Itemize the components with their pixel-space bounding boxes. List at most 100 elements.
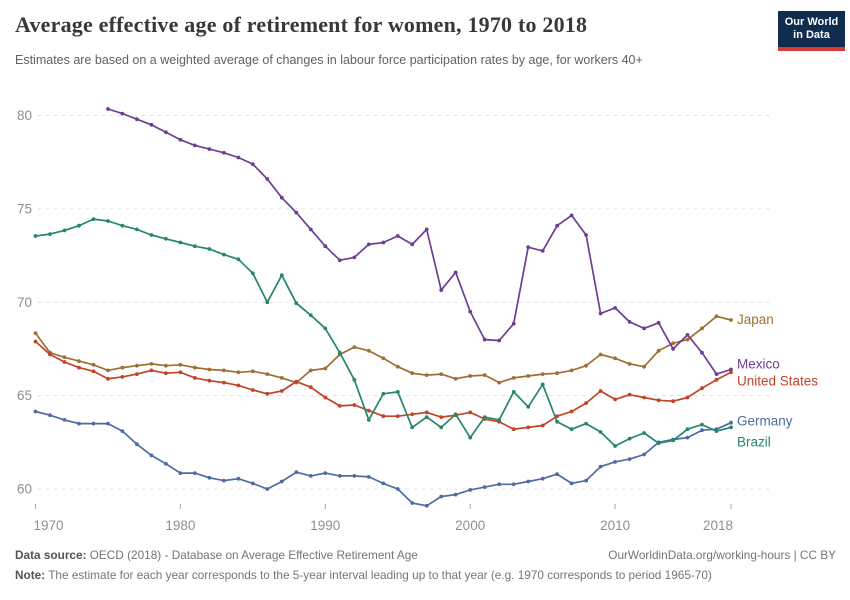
series-point-germany <box>207 475 212 480</box>
series-point-japan <box>381 356 386 361</box>
owid-credit-link[interactable]: OurWorldinData.org/working-hours | CC BY <box>608 548 836 562</box>
series-point-mexico <box>265 177 270 181</box>
series-point-mexico <box>294 210 299 215</box>
series-point-brazil <box>48 232 52 237</box>
series-point-brazil <box>33 234 38 238</box>
series-label-united-states: United States <box>737 373 818 388</box>
series-point-germany <box>120 429 125 433</box>
series-point-mexico <box>526 245 531 250</box>
series-point-germany <box>685 435 690 440</box>
series-point-japan <box>106 368 110 373</box>
series-point-brazil <box>511 390 516 394</box>
series-point-united-states <box>106 376 110 381</box>
series-point-germany <box>352 474 357 478</box>
series-point-brazil <box>337 350 342 355</box>
owid-logo: Our World in Data <box>778 11 845 51</box>
series-point-brazil <box>323 326 328 331</box>
series-point-germany <box>366 475 371 479</box>
series-point-germany <box>569 481 574 486</box>
series-point-united-states <box>366 408 371 413</box>
owid-logo-line2: in Data <box>793 29 830 41</box>
y-axis-label-80: 80 <box>17 108 32 123</box>
series-point-japan <box>91 362 96 367</box>
series-line-germany <box>34 410 732 507</box>
series-point-united-states <box>77 365 81 370</box>
series-point-brazil <box>352 377 357 382</box>
series-point-japan <box>569 368 574 373</box>
series-point-japan <box>729 318 733 322</box>
series-point-united-states <box>584 401 588 405</box>
series-point-japan <box>308 368 313 373</box>
series-point-brazil <box>584 421 588 426</box>
series-point-united-states <box>613 397 617 402</box>
series-point-japan <box>584 363 588 368</box>
x-axis-label-1990: 1990 <box>310 518 340 533</box>
series-point-united-states <box>671 399 675 404</box>
y-axis-label-75: 75 <box>17 201 32 216</box>
series-point-united-states <box>91 369 96 374</box>
series-label-japan: Japan <box>737 312 774 327</box>
series-point-japan <box>250 369 255 374</box>
series-point-japan <box>207 367 212 372</box>
series-point-brazil <box>91 217 96 222</box>
series-point-germany <box>729 420 733 425</box>
series-point-japan <box>352 345 357 349</box>
series-point-brazil <box>250 271 255 276</box>
series-point-brazil <box>193 244 197 249</box>
series-point-mexico <box>497 338 502 343</box>
series-point-mexico <box>656 320 661 325</box>
series-point-brazil <box>497 418 502 422</box>
series-point-japan <box>700 326 704 331</box>
series-point-brazil <box>222 252 226 257</box>
series-point-mexico <box>627 320 632 324</box>
series-point-united-states <box>279 389 284 393</box>
series-point-japan <box>395 364 400 369</box>
series-point-germany <box>135 442 139 447</box>
x-axis-label-2010: 2010 <box>600 518 630 533</box>
series-point-germany <box>178 471 183 475</box>
series-line-brazil <box>34 218 732 447</box>
series-point-united-states <box>222 380 226 385</box>
series-point-mexico <box>193 143 197 148</box>
series-point-mexico <box>222 150 226 155</box>
series-point-united-states <box>236 383 241 388</box>
series-point-mexico <box>671 347 675 351</box>
x-axis-label-1980: 1980 <box>165 518 195 533</box>
series-point-mexico <box>468 309 473 314</box>
series-point-mexico <box>642 326 646 331</box>
series-point-united-states <box>308 385 313 390</box>
series-point-mexico <box>511 321 516 326</box>
series-point-japan <box>178 362 183 367</box>
series-point-germany <box>62 418 67 422</box>
series-point-japan <box>222 368 226 373</box>
note-text: The estimate for each year corresponds t… <box>45 568 712 582</box>
series-point-japan <box>77 359 81 363</box>
series-point-united-states <box>729 370 733 375</box>
series-point-germany <box>511 482 516 487</box>
data-source-label: Data source: <box>15 548 87 562</box>
series-point-japan <box>62 355 67 360</box>
series-point-japan <box>555 371 559 376</box>
series-point-mexico <box>714 372 719 376</box>
series-label-germany: Germany <box>737 414 793 429</box>
series-point-brazil <box>714 429 719 433</box>
y-axis-label-70: 70 <box>17 295 32 310</box>
series-point-germany <box>337 474 342 478</box>
series-point-united-states <box>540 423 545 428</box>
series-point-mexico <box>279 195 284 200</box>
series-point-united-states <box>511 427 516 432</box>
series-point-japan <box>613 356 617 361</box>
series-point-brazil <box>294 301 299 306</box>
series-point-mexico <box>584 233 588 237</box>
series-point-brazil <box>700 422 704 427</box>
series-point-united-states <box>135 372 139 376</box>
series-point-united-states <box>207 378 212 383</box>
series-point-mexico <box>207 147 212 152</box>
series-point-mexico <box>120 111 125 116</box>
series-point-mexico <box>540 249 545 253</box>
series-point-germany <box>106 421 110 426</box>
series-point-mexico <box>729 367 733 372</box>
series-point-brazil <box>656 441 661 446</box>
series-point-mexico <box>569 213 574 218</box>
series-point-germany <box>193 471 197 475</box>
